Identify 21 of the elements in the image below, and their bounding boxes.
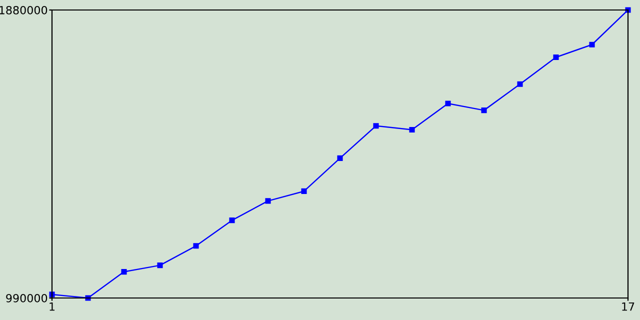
point [409,126,415,133]
point [337,155,343,161]
point [481,108,487,114]
x-tick-label: 17 [622,302,634,311]
point [517,81,523,87]
y-tick-label: 1880000 [0,6,48,14]
y-tick-label: 990000 [6,294,48,302]
point [373,123,379,129]
point [553,54,559,60]
point [193,243,199,249]
point [49,292,55,298]
point [445,100,451,106]
point [265,198,271,204]
point [229,218,235,224]
point [121,269,127,275]
point [625,7,631,13]
point [157,262,163,268]
x-tick-label: 1 [50,302,55,311]
point [301,188,307,194]
point [589,42,595,48]
point [85,295,91,301]
